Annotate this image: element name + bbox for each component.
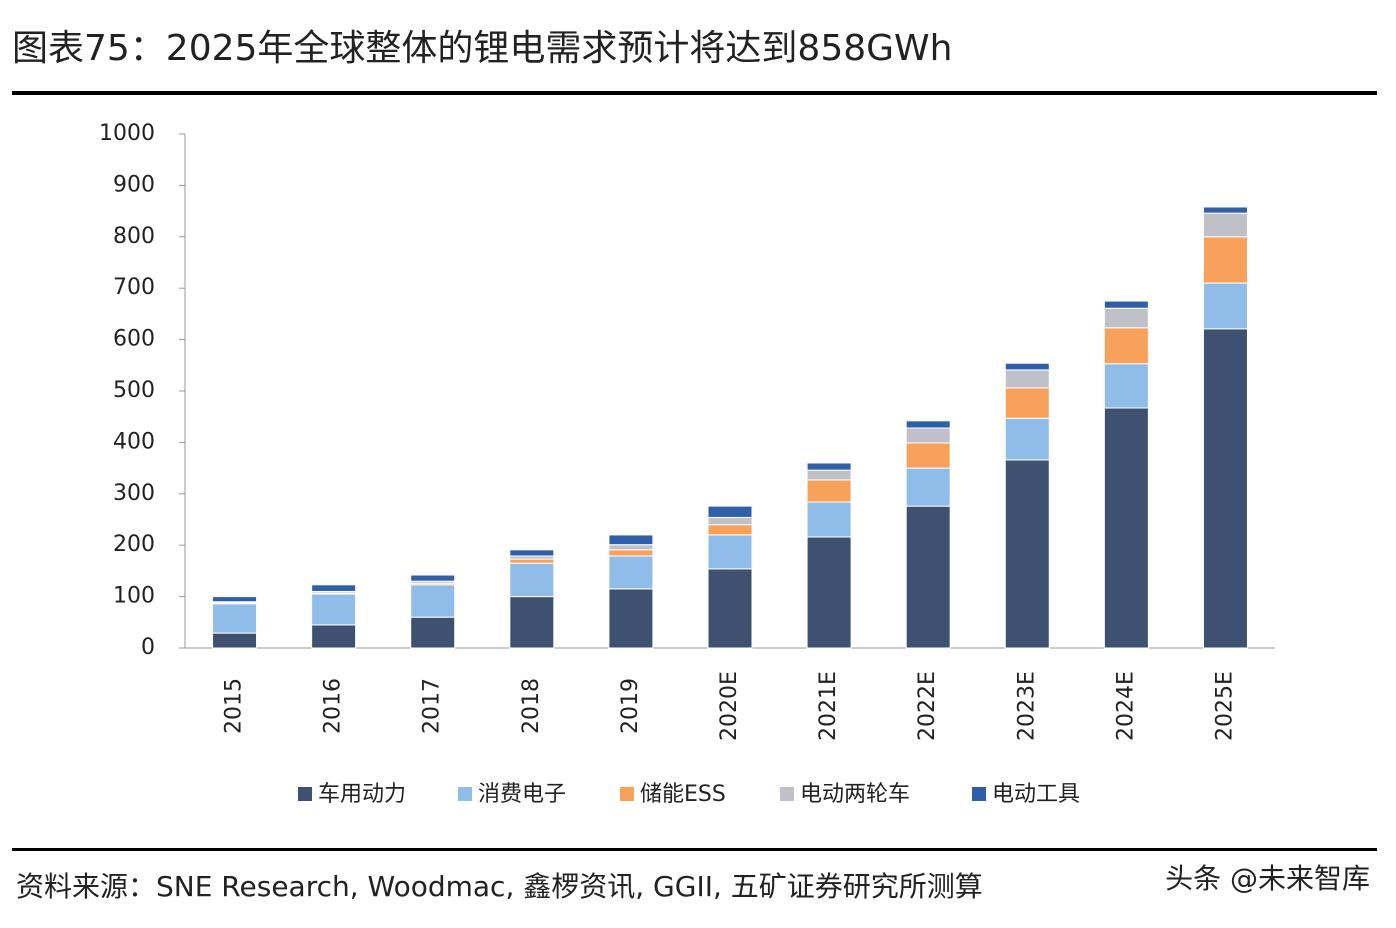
bar-segment <box>509 558 555 564</box>
bar-segment <box>509 549 555 557</box>
bar-segment <box>707 568 753 649</box>
bar-segment <box>311 584 357 592</box>
x-tick-label: 2025E <box>1212 671 1237 741</box>
legend-label: 电动工具 <box>992 782 1080 807</box>
x-tick-label: 2015 <box>222 678 247 734</box>
x-tick-label: 2019 <box>618 678 643 734</box>
bar-segment <box>1202 328 1248 649</box>
bar-segment <box>410 574 456 582</box>
bar-segment <box>1103 363 1149 409</box>
bar-segment <box>608 549 654 557</box>
x-tick-label: 2017 <box>420 678 445 734</box>
chart-title: 图表75：2025年全球整体的锂电需求预计将达到858GWh <box>12 28 952 69</box>
bar-segment <box>311 624 357 649</box>
legend-label: 电动两轮车 <box>800 782 910 807</box>
title-rule <box>12 91 1377 95</box>
bar-segment <box>1103 300 1149 309</box>
y-tick-label: 300 <box>113 481 155 506</box>
y-tick-label: 900 <box>113 172 155 197</box>
legend-swatch <box>780 787 794 801</box>
bar-segment <box>1004 362 1050 371</box>
legend-label: 消费电子 <box>478 782 566 807</box>
legend-swatch <box>620 787 634 801</box>
legend-swatch <box>298 787 312 801</box>
y-tick-label: 500 <box>113 378 155 403</box>
bar-segment <box>707 516 753 526</box>
bar-segment <box>509 596 555 649</box>
legend-label: 储能ESS <box>640 782 726 807</box>
bar-segment <box>905 505 951 649</box>
x-tick-label: 2023E <box>1014 671 1039 741</box>
y-tick-label: 400 <box>113 429 155 454</box>
y-tick-label: 0 <box>141 635 155 660</box>
bar-segment <box>212 603 258 634</box>
bar-segment <box>905 420 951 429</box>
bar-segment <box>806 462 852 471</box>
bar-segment <box>905 442 951 469</box>
bar-segment <box>806 479 852 503</box>
legend-label: 车用动力 <box>318 782 406 807</box>
bar-segment <box>707 534 753 570</box>
legend-swatch <box>458 787 472 801</box>
bar-segment <box>1004 387 1050 419</box>
x-tick-label: 2022E <box>915 671 940 741</box>
x-tick-label: 2024E <box>1113 671 1138 741</box>
bar-segment <box>1202 212 1248 238</box>
bar-segment <box>410 584 456 618</box>
y-tick-label: 200 <box>113 532 155 557</box>
bar-segment <box>311 593 357 626</box>
x-tick-label: 2018 <box>519 678 544 734</box>
y-tick-label: 600 <box>113 327 155 352</box>
y-tick-label: 1000 <box>99 121 155 146</box>
bar-segment <box>1103 407 1149 649</box>
y-tick-label: 700 <box>113 275 155 300</box>
bar-segment <box>1004 369 1050 389</box>
x-tick-label: 2021E <box>816 671 841 741</box>
y-tick-label: 800 <box>113 224 155 249</box>
bar-segment <box>1004 459 1050 649</box>
bar-segment <box>806 536 852 649</box>
bar-segment <box>905 427 951 444</box>
x-tick-label: 2020E <box>717 671 742 741</box>
bar-segment <box>806 501 852 538</box>
bar-segment <box>806 469 852 481</box>
bar-segment <box>410 616 456 649</box>
bar-segment <box>212 596 258 603</box>
bar-segment <box>1202 282 1248 330</box>
bar-segment <box>1202 236 1248 284</box>
legend-swatch <box>972 787 986 801</box>
bar-segment <box>1103 307 1149 329</box>
bar-segment <box>608 544 654 551</box>
bar-segment <box>707 505 753 518</box>
bar-segment <box>1004 417 1050 461</box>
bar-segment <box>608 588 654 649</box>
bar-segment <box>905 467 951 507</box>
source: 资料来源：SNE Research, Woodmac, 鑫椤资讯, GGII, … <box>16 870 983 903</box>
bar-segment <box>1202 206 1248 214</box>
bar-segment <box>212 632 258 649</box>
bar-segment <box>509 562 555 598</box>
bar-segment <box>707 524 753 536</box>
x-tick-label: 2016 <box>321 678 346 734</box>
bar-segment <box>608 555 654 590</box>
bar-segment <box>608 534 654 546</box>
y-tick-label: 100 <box>113 584 155 609</box>
source-rule <box>12 848 1377 851</box>
bar-segment <box>1103 327 1149 365</box>
watermark: 头条 @未来智库 <box>1165 862 1370 895</box>
